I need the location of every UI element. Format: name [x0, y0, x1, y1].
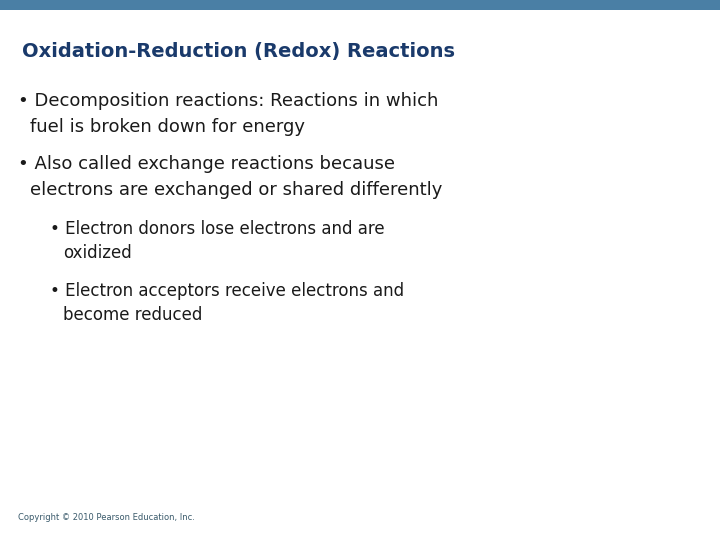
Text: oxidized: oxidized: [63, 244, 132, 262]
Text: • Electron acceptors receive electrons and: • Electron acceptors receive electrons a…: [50, 282, 404, 300]
Text: • Also called exchange reactions because: • Also called exchange reactions because: [18, 155, 395, 173]
Text: fuel is broken down for energy: fuel is broken down for energy: [30, 118, 305, 136]
Text: electrons are exchanged or shared differently: electrons are exchanged or shared differ…: [30, 181, 442, 199]
Text: become reduced: become reduced: [63, 306, 202, 324]
Text: Oxidation-Reduction (Redox) Reactions: Oxidation-Reduction (Redox) Reactions: [22, 42, 455, 61]
Bar: [0, 0, 720, 10]
Text: • Decomposition reactions: Reactions in which: • Decomposition reactions: Reactions in …: [18, 92, 438, 110]
Text: • Electron donors lose electrons and are: • Electron donors lose electrons and are: [50, 220, 384, 238]
Text: Copyright © 2010 Pearson Education, Inc.: Copyright © 2010 Pearson Education, Inc.: [18, 513, 195, 522]
